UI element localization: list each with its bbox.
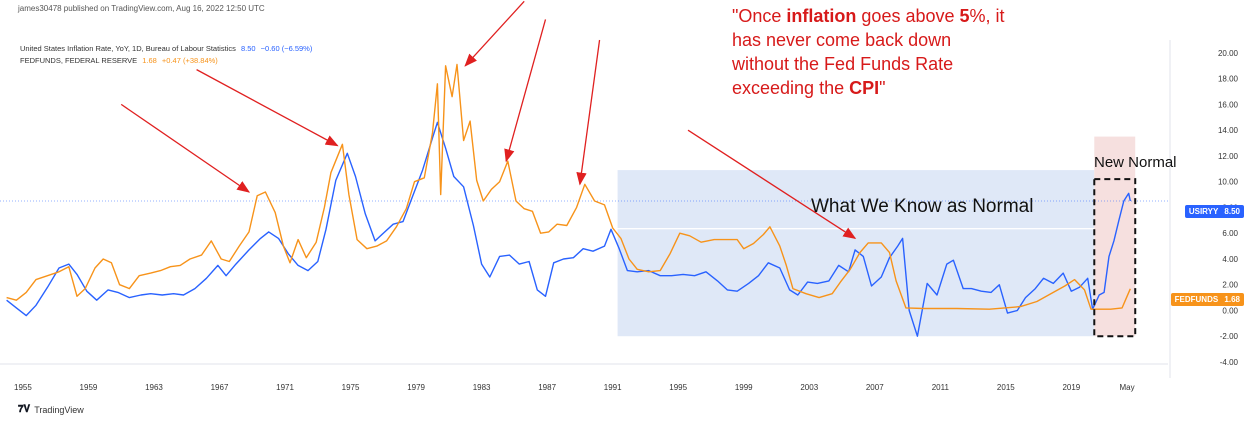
- usiryy-badge-value: 8.50: [1224, 207, 1240, 216]
- tradingview-logo-icon: 𝟕𝐕: [18, 404, 31, 415]
- annotation-arrow-3: [504, 19, 547, 163]
- usiryy-badge: USIRYY 8.50: [1184, 205, 1244, 218]
- quote-part: "Once: [732, 6, 787, 26]
- legend-fedfunds-name: FEDFUNDS, FEDERAL RESERVE: [20, 56, 138, 65]
- quote-bold-inflation: inflation: [786, 6, 857, 26]
- annotation-arrow-1: [196, 69, 339, 147]
- x-tick-label: 1963: [145, 383, 163, 392]
- annotation-arrows: [120, 0, 857, 240]
- y-tick-label: 4.00: [1222, 255, 1238, 264]
- legend-fedfunds-change: +0.47 (+38.84%): [161, 56, 218, 65]
- x-tick-label: 2019: [1062, 383, 1080, 392]
- quote-part: ": [879, 78, 886, 98]
- annotation-arrow-2: [464, 0, 525, 67]
- publisher-line: james30478 published on TradingView.com,…: [18, 4, 265, 13]
- annotation-arrow-0: [120, 103, 251, 193]
- x-tick-label: 2007: [866, 383, 884, 392]
- y-tick-label: 16.00: [1218, 100, 1239, 109]
- x-axis-ticks: 1955 1959 1963 1967 1971 1975 1979 1983 1987 1991…: [14, 383, 1135, 392]
- y-tick-label: 14.00: [1218, 126, 1239, 135]
- x-tick-label: 2011: [932, 383, 950, 392]
- x-tick-label: 1979: [407, 383, 425, 392]
- quote-part: %, it has never come back down without t…: [732, 6, 1005, 98]
- footer-brand: TradingView: [34, 404, 84, 415]
- x-tick-label: 1995: [669, 383, 687, 392]
- y-tick-label: 20.00: [1218, 49, 1239, 58]
- legend-fedfunds-last: 1.68: [142, 56, 157, 65]
- x-tick-label: 1987: [538, 383, 556, 392]
- highlight-regions: [617, 136, 1136, 337]
- x-tick-label: 1991: [604, 383, 622, 392]
- annotation-arrow-5: [687, 129, 857, 240]
- y-axis-ticks: -4.00-2.000.002.004.006.008.0010.0012.00…: [1218, 49, 1239, 367]
- highlight-region-0: [617, 170, 1095, 229]
- new-normal-dashed-box: [1093, 178, 1137, 338]
- y-tick-label: -2.00: [1220, 332, 1239, 341]
- y-tick-label: -4.00: [1220, 358, 1239, 367]
- quote-bold-cpi: CPI: [849, 78, 880, 98]
- series-line-usiryy: [6, 121, 1131, 337]
- x-tick-label: 1971: [276, 383, 294, 392]
- usiryy-badge-label: USIRYY: [1188, 207, 1219, 216]
- quote-bold-five: 5: [959, 6, 970, 26]
- series-line-fedfunds: [6, 63, 1131, 310]
- highlight-region-1: [617, 229, 1095, 337]
- legend-fedfunds[interactable]: FEDFUNDS, FEDERAL RESERVE 1.68 +0.47 (+3…: [20, 56, 218, 65]
- x-tick-label: 2015: [997, 383, 1015, 392]
- legend-inflation-change: −0.60 (−6.59%): [260, 44, 313, 53]
- x-tick-label: 2003: [800, 383, 818, 392]
- new-normal-box-outline: [1093, 178, 1137, 338]
- footer[interactable]: 𝟕𝐕 TradingView: [18, 404, 84, 415]
- y-tick-label: 18.00: [1218, 75, 1239, 84]
- normal-label: What We Know as Normal: [811, 196, 1034, 217]
- y-tick-label: 6.00: [1222, 229, 1238, 238]
- x-tick-label: 1959: [80, 383, 98, 392]
- annotation-arrow-4: [576, 39, 601, 186]
- x-tick-label: May: [1119, 383, 1134, 392]
- y-tick-label: 10.00: [1218, 178, 1239, 187]
- fedfunds-badge-label: FEDFUNDS: [1174, 295, 1219, 304]
- fedfunds-badge: FEDFUNDS 1.68: [1170, 293, 1244, 306]
- y-tick-label: 12.00: [1218, 152, 1239, 161]
- legend-inflation-last: 8.50: [240, 44, 256, 53]
- x-tick-label: 1983: [473, 383, 491, 392]
- new-normal-label: New Normal: [1094, 154, 1177, 171]
- x-tick-label: 1955: [14, 383, 32, 392]
- y-tick-label: 2.00: [1222, 281, 1238, 290]
- quote-annotation: "Once inflation goes above 5%, it has ne…: [732, 4, 1012, 100]
- x-tick-label: 1967: [211, 383, 229, 392]
- legend-inflation[interactable]: United States Inflation Rate, YoY, 1D, B…: [20, 44, 312, 53]
- fedfunds-badge-value: 1.68: [1224, 295, 1240, 304]
- y-tick-label: 0.00: [1222, 306, 1238, 315]
- x-tick-label: 1975: [342, 383, 360, 392]
- legend-inflation-name: United States Inflation Rate, YoY, 1D, B…: [20, 44, 236, 53]
- quote-part: goes above: [856, 6, 960, 26]
- x-tick-label: 1999: [735, 383, 753, 392]
- series-lines: [6, 63, 1131, 337]
